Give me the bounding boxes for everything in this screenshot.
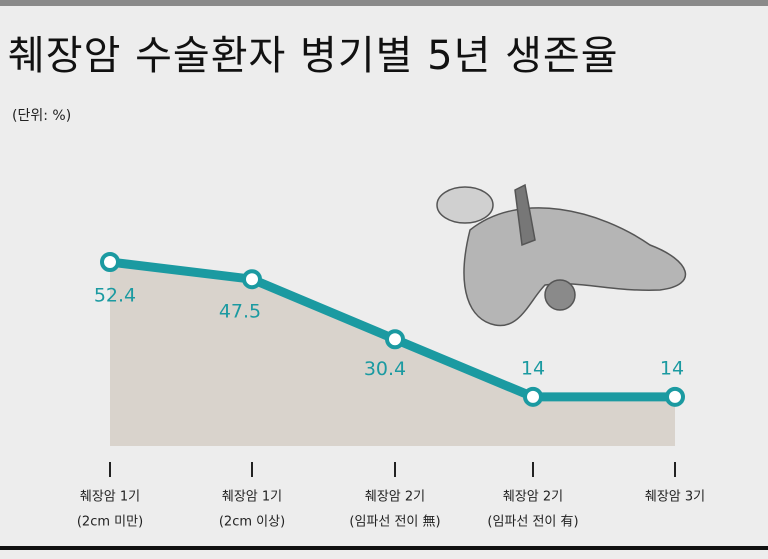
x-tick-label: 췌장암 1기: [80, 490, 140, 505]
x-tick-label: 췌장암 3기: [645, 490, 705, 505]
x-tick-label: 췌장암 1기: [222, 490, 282, 505]
value-label: 47.5: [219, 301, 261, 323]
point: [523, 386, 543, 407]
chart-title: 췌장암 수술환자 병기별 5년 생존율: [8, 33, 619, 79]
x-tick-label: (2cm 미만): [77, 515, 143, 530]
pancreas-illustration: [436, 183, 687, 327]
x-tick-label: (임파선 전이 無): [349, 515, 440, 530]
unit-label: (단위: %): [12, 108, 71, 124]
point: [100, 252, 120, 272]
value-label: 14: [521, 357, 545, 379]
x-tick-label: (2cm 이상): [219, 515, 285, 530]
x-tick-label: 췌장암 2기: [503, 490, 563, 505]
value-label: 14: [660, 357, 684, 379]
value-label: 52.4: [94, 285, 136, 307]
point: [385, 329, 405, 350]
x-tick-label: (임파선 전이 有): [487, 515, 578, 530]
x-tick-label: 췌장암 2기: [365, 490, 425, 505]
point: [242, 269, 262, 290]
value-label: 30.4: [364, 358, 406, 380]
top-border: [0, 0, 768, 6]
point: [665, 386, 685, 407]
